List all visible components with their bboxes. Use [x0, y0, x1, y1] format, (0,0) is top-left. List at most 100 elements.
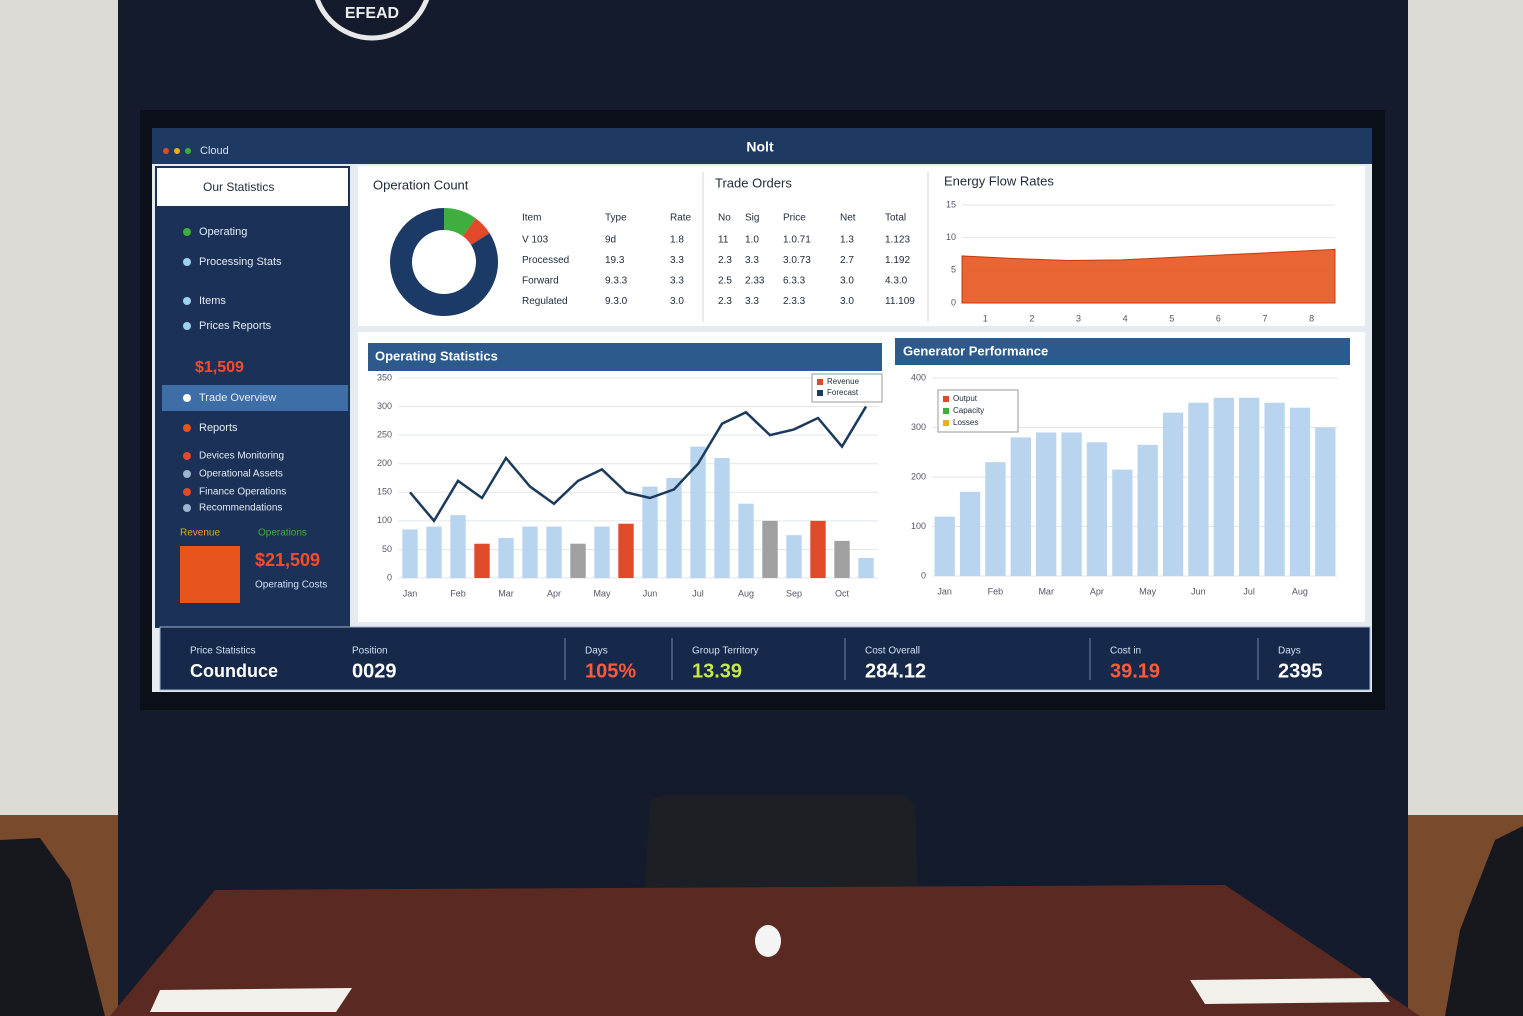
legend-swatch [943, 408, 949, 414]
sidebar-icon [183, 452, 191, 460]
bar [426, 526, 442, 578]
footer-value: $21,509 [255, 550, 320, 570]
x-tick-label: Jun [1191, 586, 1206, 596]
y-tick-label: 15 [946, 199, 956, 209]
kpi-label: Group Territory [692, 646, 759, 657]
table-header: Item [522, 213, 541, 224]
y-tick-label: 150 [377, 487, 392, 497]
bar [1086, 442, 1108, 576]
bar [1289, 407, 1311, 576]
panel-header [368, 343, 882, 371]
sidebar-item: Recommendations [199, 503, 282, 514]
sidebar-icon [183, 504, 191, 512]
bar [474, 543, 490, 578]
y-tick-label: 0 [951, 297, 956, 307]
table-cell: 3.0 [840, 296, 854, 307]
y-tick-label: 100 [377, 515, 392, 525]
legend-label: Output [953, 394, 978, 403]
x-tick-label: Apr [547, 588, 561, 598]
table-header: Type [605, 213, 627, 224]
kpi-value: 2395 [1278, 660, 1323, 682]
sidebar-highlight: $1,509 [195, 359, 244, 376]
x-tick-label: Jun [643, 588, 658, 598]
table-cell: 19.3 [605, 255, 625, 266]
donut-slice [390, 208, 498, 316]
title-bar [152, 128, 1372, 164]
sidebar-item: Finance Operations [199, 487, 286, 498]
legend-swatch [817, 390, 823, 396]
x-tick-label: 7 [1263, 313, 1268, 323]
window-dot [185, 148, 191, 154]
sidebar-icon [183, 297, 191, 305]
legend-swatch [943, 420, 949, 426]
sidebar-header [157, 168, 348, 206]
bar [522, 526, 538, 578]
table-header: Sig [745, 213, 759, 224]
table-cell: 2.7 [840, 255, 854, 266]
bar [1213, 397, 1234, 576]
x-tick-label: 2 [1029, 313, 1034, 323]
x-tick-label: 3 [1076, 313, 1081, 323]
y-tick-label: 100 [911, 521, 926, 531]
x-tick-label: Apr [1090, 586, 1104, 596]
bar [738, 503, 754, 578]
x-tick-label: Sep [786, 588, 802, 598]
table-cell: 1.192 [885, 255, 910, 266]
table-cell: 2.3 [718, 255, 732, 266]
table-cell: 1.3 [840, 235, 854, 246]
table-header: Total [885, 213, 906, 224]
bar [1137, 444, 1158, 576]
legend-box [811, 373, 883, 403]
bar [1162, 412, 1184, 576]
legend-swatch [943, 396, 949, 402]
x-tick-label: 6 [1216, 313, 1221, 323]
paper [1190, 978, 1390, 1004]
x-tick-label: Aug [1292, 586, 1308, 596]
table-cell: 3.3 [745, 296, 759, 307]
table-cell: 2.3.3 [783, 296, 806, 307]
y-tick-label: 250 [377, 430, 392, 440]
bar [1315, 427, 1336, 576]
logo-text: EFEAD [345, 5, 399, 22]
kpi-label: Position [352, 646, 388, 657]
legend-label: Losses [953, 418, 978, 427]
table-cell: 9.3.0 [605, 296, 628, 307]
x-tick-label: Jan [403, 588, 418, 598]
footer-note: Operating Costs [255, 580, 327, 591]
legend-swatch [817, 379, 823, 385]
x-tick-label: Aug [738, 588, 754, 598]
bar [834, 540, 850, 578]
x-tick-label: 4 [1123, 313, 1128, 323]
y-tick-label: 50 [382, 544, 392, 554]
bar [690, 446, 706, 578]
legend-box [937, 389, 1019, 433]
chair [645, 795, 918, 888]
window-dot [174, 148, 180, 154]
legend-label: Capacity [953, 406, 984, 415]
panel-title: Energy Flow Rates [944, 173, 1054, 188]
sidebar-item: Devices Monitoring [199, 451, 284, 462]
bar [810, 520, 826, 578]
x-tick-label: Jul [1243, 586, 1255, 596]
table-cell: 3.0.73 [783, 255, 811, 266]
bar [959, 491, 981, 576]
y-tick-label: 200 [377, 458, 392, 468]
table-cell: 9d [605, 235, 616, 246]
table-cell: 3.3 [670, 255, 684, 266]
kpi-label: Cost in [1110, 646, 1141, 657]
y-tick-label: 5 [951, 265, 956, 275]
kpi-value: 0029 [352, 660, 397, 682]
sidebar-active [162, 385, 348, 411]
area [961, 248, 1336, 304]
sidebar-icon [183, 394, 191, 402]
donut-slice [443, 208, 476, 237]
bar [1036, 432, 1057, 576]
kpi-value: 105% [585, 660, 636, 682]
bar [618, 523, 634, 578]
panel-title: Generator Performance [903, 343, 1048, 358]
table-cell: 1.8 [670, 235, 684, 246]
table-cell: 2.33 [745, 276, 765, 287]
table-cell: 11.109 [885, 296, 915, 307]
